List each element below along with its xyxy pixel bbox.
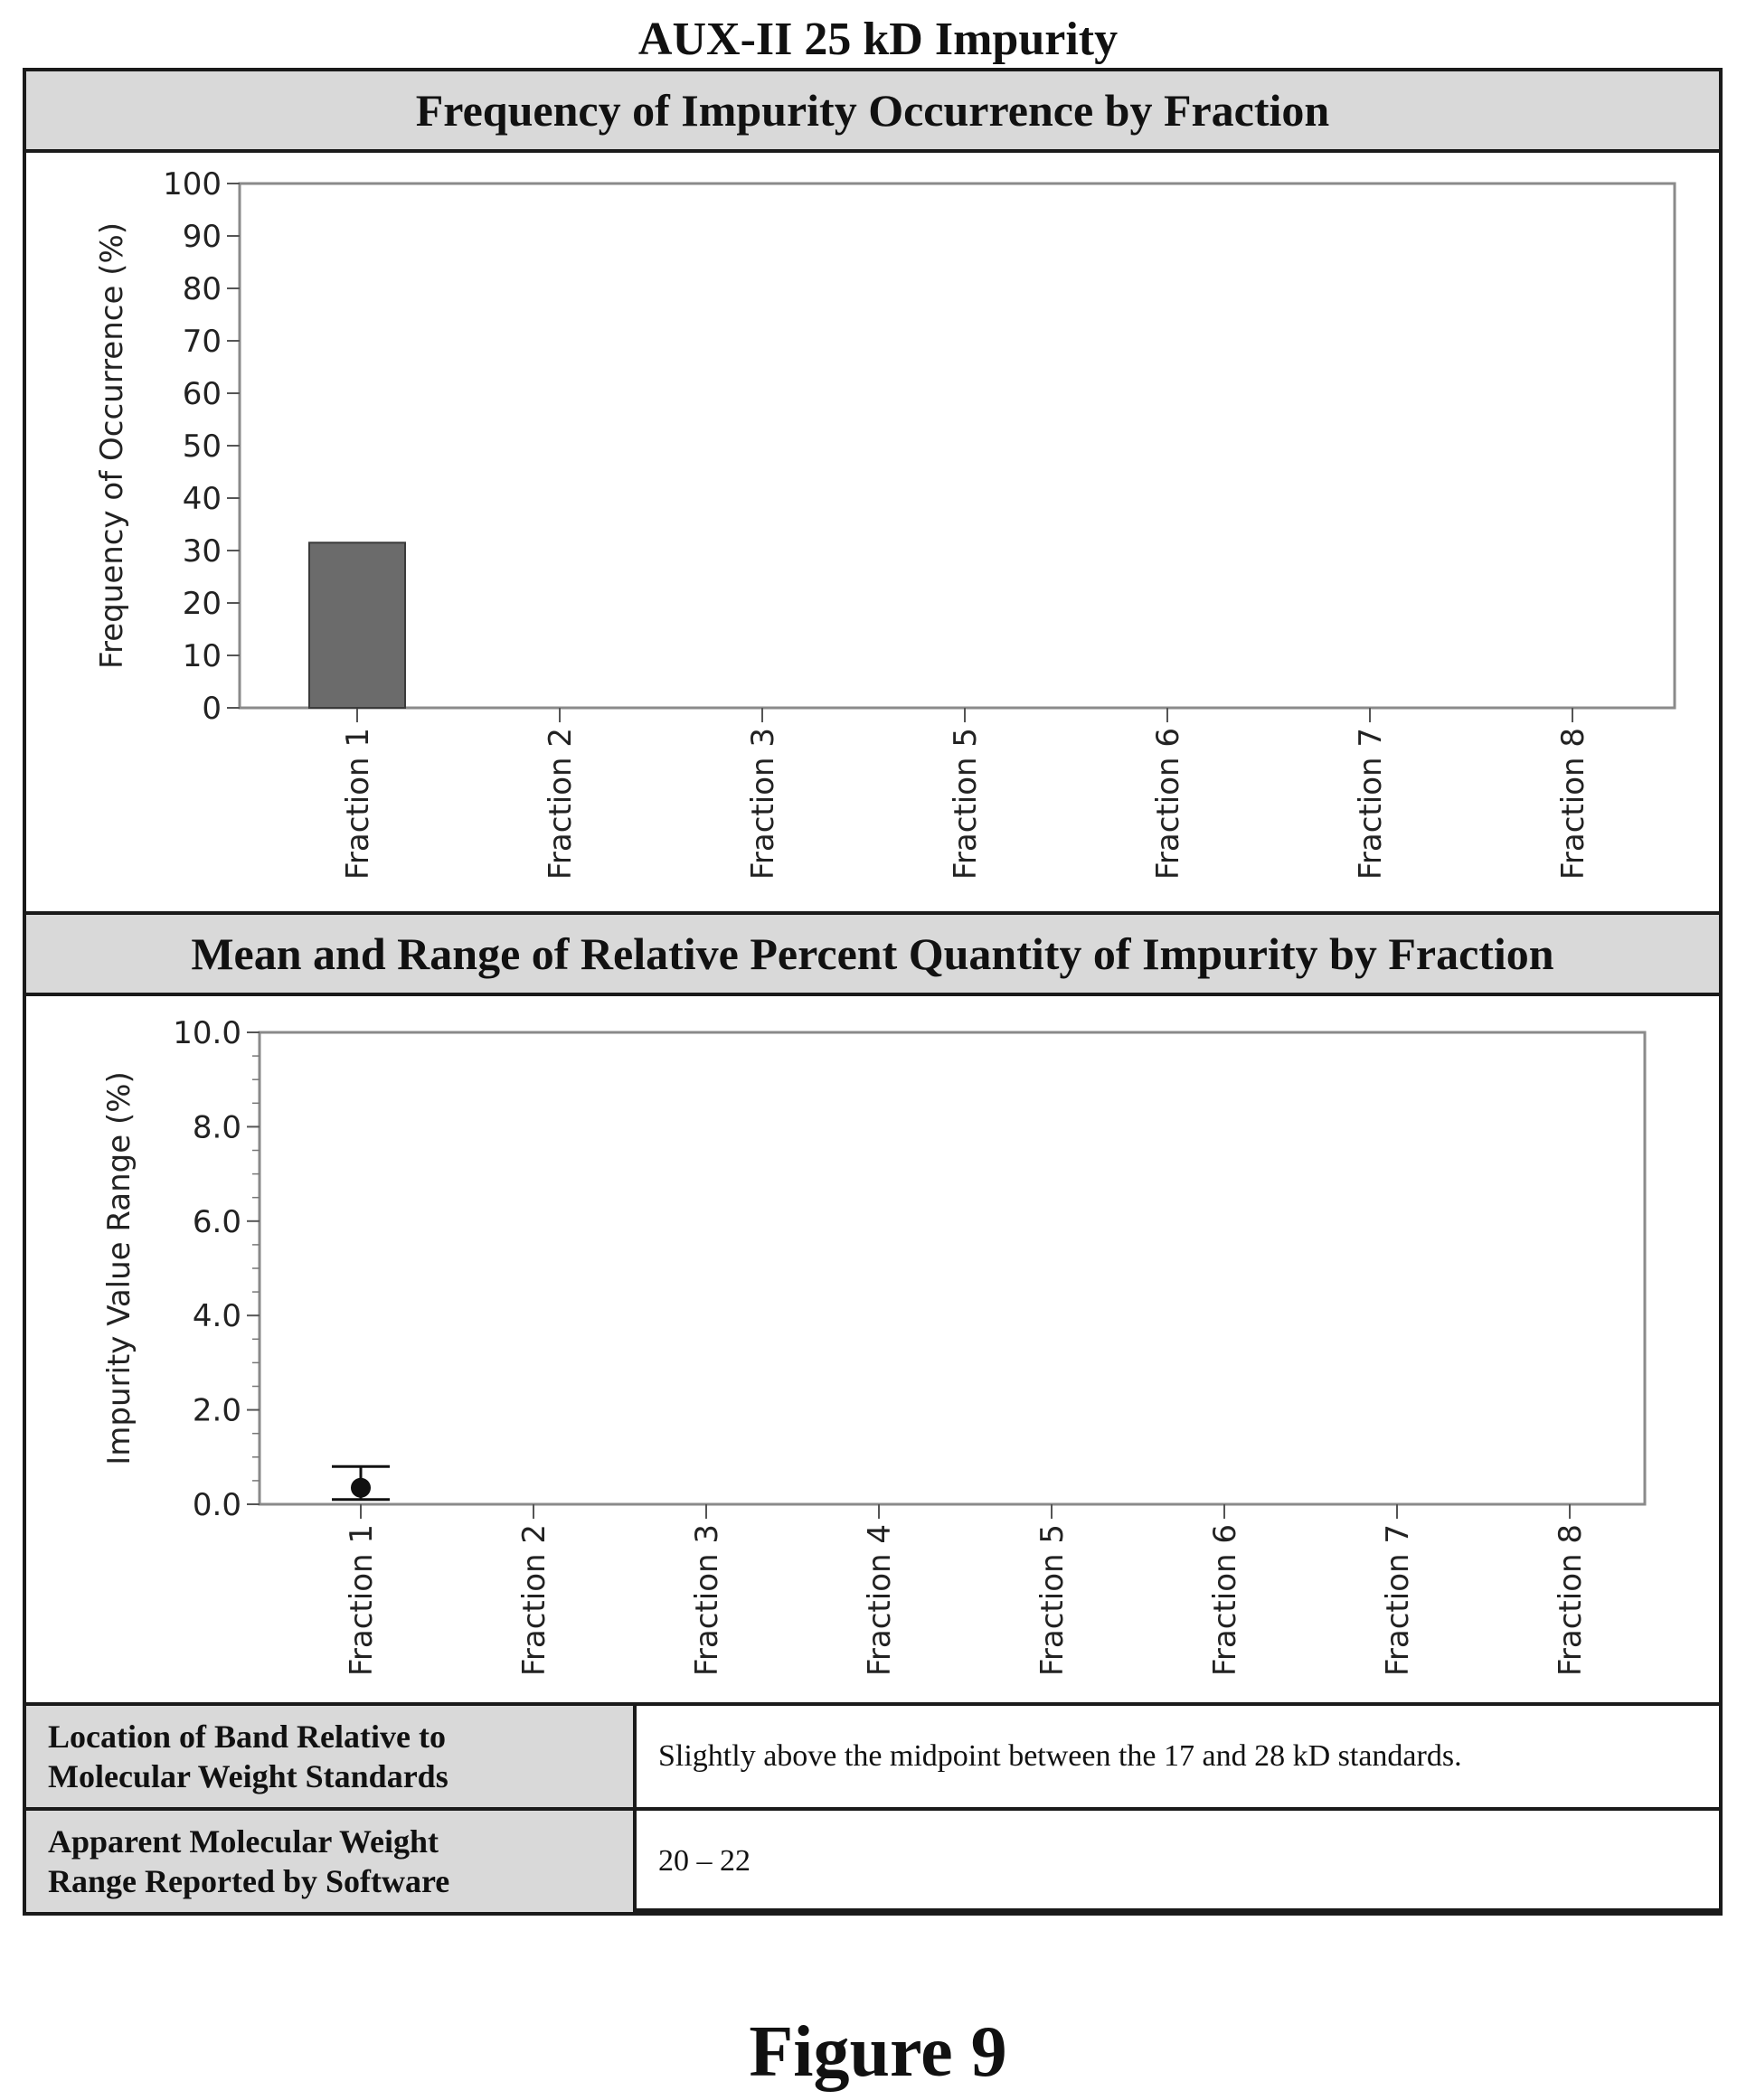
table-row: Apparent Molecular Weight Range Reported… xyxy=(23,1807,1723,1916)
y-tick-label: 8.0 xyxy=(193,1109,241,1145)
molecular-weight-range-label-line1: Apparent Molecular Weight xyxy=(48,1823,439,1860)
y-tick-label: 10.0 xyxy=(173,1015,241,1051)
y-tick-label: 100 xyxy=(163,166,222,202)
figure-label: Figure 9 xyxy=(749,2012,1007,2092)
molecular-weight-range-label-line2: Range Reported by Software xyxy=(48,1863,450,1899)
figure-title: AUX-II 25 kD Impurity xyxy=(637,14,1119,65)
y-tick-label: 2.0 xyxy=(193,1393,241,1429)
y-tick-label: 50 xyxy=(183,428,222,465)
y-tick-label: 60 xyxy=(183,376,222,412)
x-tick-label: Fraction 6 xyxy=(1207,1524,1243,1676)
molecular-weight-range-label: Apparent Molecular Weight Range Reported… xyxy=(23,1807,637,1916)
x-tick-label: Fraction 1 xyxy=(344,1524,380,1676)
x-tick-label: Fraction 2 xyxy=(543,728,579,880)
table-row: Location of Band Relative to Molecular W… xyxy=(23,1702,1723,1811)
x-tick-label: Fraction 5 xyxy=(1034,1524,1071,1676)
x-tick-label: Fraction 3 xyxy=(745,728,781,880)
quantity-range-chart: 0.0 2.0 4.0 6.0 8.0 10.0 Impurity Value Range … xyxy=(101,1015,1647,1676)
x-tick-label: Fraction 1 xyxy=(340,728,376,880)
y-tick-label: 40 xyxy=(183,481,222,517)
band-location-value: Slightly above the midpoint between the … xyxy=(633,1702,1723,1811)
y-tick-label: 10 xyxy=(183,638,222,674)
frequency-bar-chart: 0 10 20 30 40 50 60 70 80 90 100 Frequency of Occur… xyxy=(94,166,1676,880)
molecular-weight-range-value: 20 – 22 xyxy=(633,1807,1723,1916)
y-tick-label: 0.0 xyxy=(193,1487,241,1523)
band-info-table: Location of Band Relative to Molecular W… xyxy=(23,1702,1723,1916)
band-location-label-line2: Molecular Weight Standards xyxy=(48,1758,448,1794)
x-tick-label: Fraction 8 xyxy=(1553,1524,1589,1676)
mean-point xyxy=(351,1477,371,1498)
x-tick-label: Fraction 7 xyxy=(1353,728,1389,880)
x-tick-label: Fraction 6 xyxy=(1150,728,1186,880)
bar-fraction-1 xyxy=(308,541,406,709)
y-tick-label: 6.0 xyxy=(193,1204,241,1240)
y-tick-label: 0 xyxy=(202,691,222,727)
frequency-section-header: Frequency of Impurity Occurrence by Frac… xyxy=(23,68,1723,153)
quantity-section-header: Mean and Range of Relative Percent Quant… xyxy=(23,911,1723,996)
y-tick-label: 4.0 xyxy=(193,1298,241,1334)
band-location-label-line1: Location of Band Relative to xyxy=(48,1719,446,1755)
x-tick-label: Fraction 8 xyxy=(1555,728,1591,880)
y-axis-label: Frequency of Occurrence (%) xyxy=(94,222,130,669)
x-tick-label: Fraction 3 xyxy=(689,1524,725,1676)
x-tick-label: Fraction 4 xyxy=(862,1524,898,1676)
plot-area-frame xyxy=(258,1031,1647,1506)
plot-area-frame xyxy=(238,182,1676,710)
y-axis-label: Impurity Value Range (%) xyxy=(101,1071,137,1465)
y-tick-label: 30 xyxy=(183,533,222,570)
y-tick-label: 20 xyxy=(183,586,222,622)
x-tick-label: Fraction 2 xyxy=(516,1524,552,1676)
y-tick-label: 70 xyxy=(183,324,222,360)
y-tick-label: 80 xyxy=(183,271,222,307)
band-location-label: Location of Band Relative to Molecular W… xyxy=(23,1702,637,1811)
y-tick-label: 90 xyxy=(183,219,222,255)
x-tick-label: Fraction 7 xyxy=(1380,1524,1416,1676)
x-tick-label: Fraction 5 xyxy=(948,728,984,880)
